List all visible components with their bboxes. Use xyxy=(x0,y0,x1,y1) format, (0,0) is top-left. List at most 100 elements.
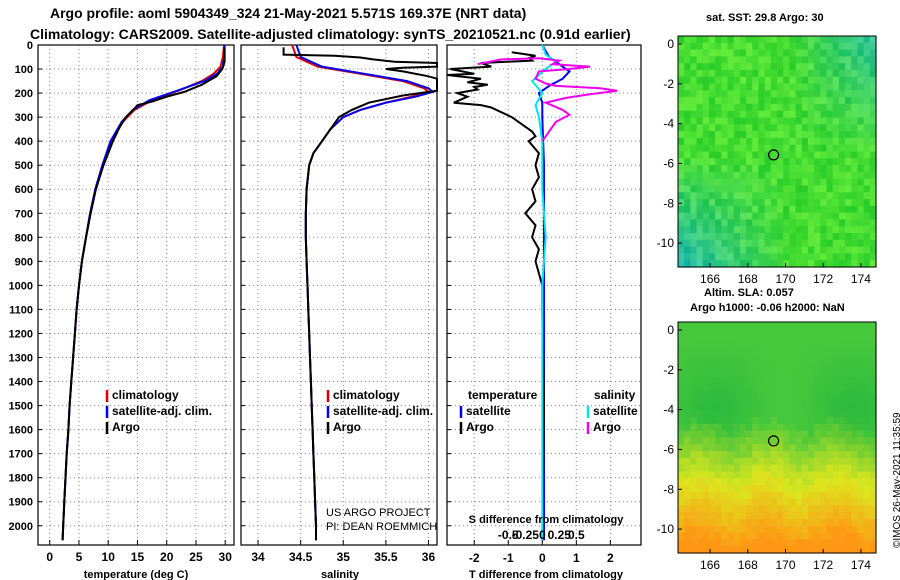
sla-map-cell xyxy=(857,464,865,473)
sst-map-cell xyxy=(838,192,846,200)
sla-map-cell xyxy=(752,512,760,520)
sst-map-cell xyxy=(770,246,778,255)
sla-map-cell xyxy=(807,451,815,459)
sst-map-cell xyxy=(727,103,735,112)
sla-map-cell xyxy=(739,389,747,398)
sst-map-cell xyxy=(715,90,722,98)
sst-map-cell xyxy=(801,178,809,187)
sst-map-cell xyxy=(777,131,784,139)
sst-map-cell xyxy=(721,253,729,261)
sst-map-cell xyxy=(715,158,722,166)
sla-map-cell xyxy=(777,498,784,507)
sst-map-cell xyxy=(727,124,735,132)
sla-map-y-tick-label: -2 xyxy=(663,363,674,377)
sla-map-cell xyxy=(727,444,735,452)
sla-map-cell xyxy=(733,322,741,330)
sst-map-cell xyxy=(727,239,735,248)
sla-map-cell xyxy=(758,437,766,445)
sst-map-cell xyxy=(702,219,710,227)
sst-map-cell xyxy=(801,171,809,180)
sla-map-cell xyxy=(727,471,735,479)
sst-map-cell xyxy=(708,56,716,64)
series-line-argo xyxy=(61,47,226,541)
sst-map-cell xyxy=(777,144,784,153)
sst-map-cell xyxy=(845,205,852,214)
sst-map-cell xyxy=(851,199,859,207)
sla-map-cell xyxy=(746,355,753,364)
sst-map-cell xyxy=(838,205,846,214)
sst-map-cell xyxy=(851,83,859,91)
sla-map-cell xyxy=(820,396,828,405)
sla-map-cell xyxy=(826,471,834,479)
sla-map-cell xyxy=(795,322,803,330)
sla-map-cell xyxy=(851,532,859,541)
sla-map-cell xyxy=(727,335,735,343)
sla-map-cell xyxy=(777,417,784,425)
sla-map-cell xyxy=(814,396,821,405)
sst-map-cell xyxy=(777,253,784,261)
sst-map-cell xyxy=(678,103,685,112)
sla-map-cell xyxy=(733,519,741,527)
sla-map-cell xyxy=(708,328,716,337)
sla-map-cell xyxy=(752,491,760,500)
sst-map-cell xyxy=(795,63,803,71)
sst-map-cell xyxy=(746,56,753,64)
sst-map-cell xyxy=(752,233,760,241)
sst-map-cell xyxy=(770,49,778,57)
sst-map-cell xyxy=(777,117,784,125)
sst-map-cell xyxy=(869,56,877,64)
sla-map-cell xyxy=(708,539,716,547)
sla-map-cell xyxy=(702,335,710,343)
sla-map-cell xyxy=(845,457,852,466)
sla-map-cell xyxy=(857,322,865,330)
sla-map-cell xyxy=(702,539,710,547)
sst-map-cell xyxy=(752,124,760,132)
sst-map-cell xyxy=(684,151,691,159)
sst-map-cell xyxy=(752,205,760,214)
sst-map-cell xyxy=(733,103,741,112)
sla-map-cell xyxy=(838,539,846,547)
sla-map-cell xyxy=(869,478,877,486)
sla-map-cell xyxy=(789,403,797,411)
sla-map-cell xyxy=(690,546,698,554)
sla-map-cell xyxy=(814,546,821,554)
sla-map-cell xyxy=(739,512,747,520)
sst-map-cell xyxy=(733,239,741,248)
sla-map-cell xyxy=(721,328,729,337)
sla-map-cell xyxy=(783,376,790,384)
sst-map-cell xyxy=(721,69,729,78)
panel-frame xyxy=(446,44,642,546)
sla-map-cell xyxy=(770,403,778,411)
sst-map-cell xyxy=(708,246,716,255)
sla-map-cell xyxy=(863,546,871,554)
sla-map-cell xyxy=(739,539,747,547)
sst-map-cell xyxy=(752,226,760,234)
sst-map-cell xyxy=(869,178,877,187)
sst-map-cell xyxy=(832,63,840,71)
sst-map-cell xyxy=(801,69,809,78)
sla-map-cell xyxy=(807,383,815,391)
sla-map-cell xyxy=(820,322,828,330)
sla-map-cell xyxy=(783,546,790,554)
sst-map-cell xyxy=(807,137,815,146)
sst-map-cell xyxy=(758,131,766,139)
sla-map-cell xyxy=(851,539,859,547)
sla-map-cell xyxy=(838,505,846,513)
sla-map-cell xyxy=(820,525,828,534)
sst-map-cell xyxy=(795,110,803,119)
sst-map-cell xyxy=(708,253,716,261)
sla-map-cell xyxy=(715,328,722,337)
sla-map-cell xyxy=(690,464,698,473)
sla-map-cell xyxy=(721,444,729,452)
sst-map-cell xyxy=(764,117,772,125)
sst-map-cell xyxy=(814,253,821,261)
sst-map-cell xyxy=(758,110,766,119)
sst-map-cell xyxy=(795,49,803,57)
sst-map-cell xyxy=(721,219,729,227)
sla-map-cell xyxy=(795,437,803,445)
sla-map-cell xyxy=(851,322,859,330)
depth-tick-label: 0 xyxy=(27,40,33,52)
sla-map-cell xyxy=(690,519,698,527)
sla-map-cell xyxy=(801,376,809,384)
sst-map-cell xyxy=(863,246,871,255)
